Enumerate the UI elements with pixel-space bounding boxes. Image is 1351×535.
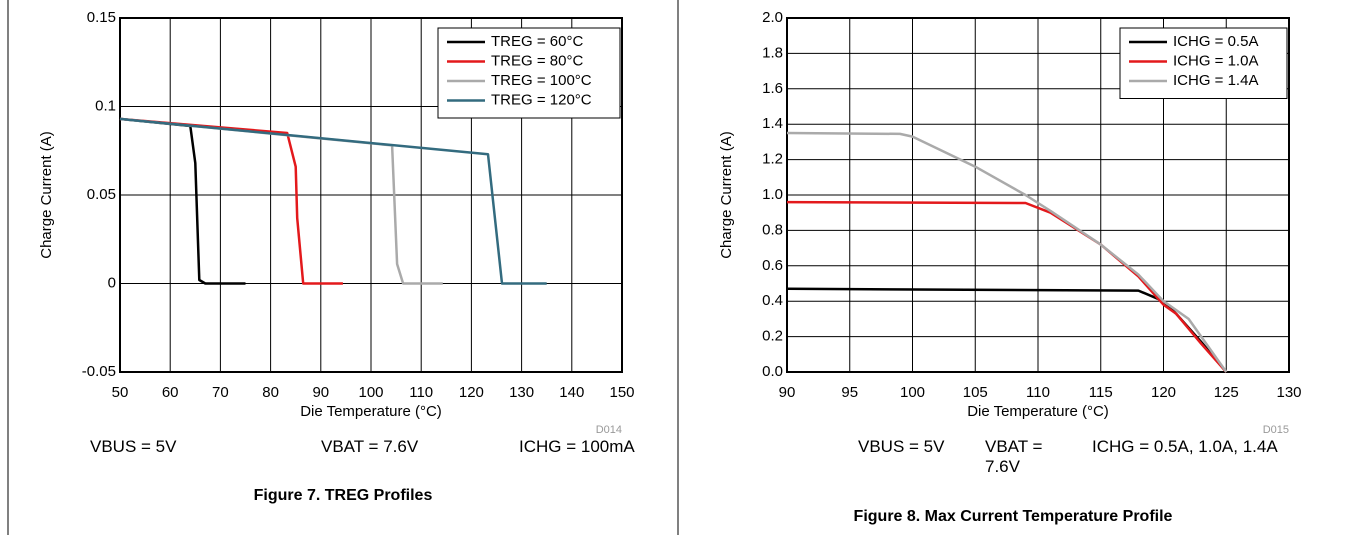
figure-code: D015 [1263, 424, 1289, 436]
y-tick-label: 1.4 [762, 115, 783, 132]
figure-caption: Figure 7. TREG Profiles [253, 487, 433, 504]
y-tick-label: 0.1 [95, 97, 116, 114]
y-tick-label: 2.0 [762, 9, 783, 26]
x-tick-label: 90 [779, 384, 796, 401]
figure-caption: Figure 8. Max Current Temperature Profil… [853, 508, 1173, 525]
y-tick-label: 0.05 [87, 186, 116, 203]
data-line [786, 200, 1228, 373]
y-tick-label: 0.8 [762, 221, 783, 238]
x-tick-label: 100 [358, 384, 383, 401]
legend-label: TREG = 80°C [491, 52, 583, 69]
x-tick-label: 150 [609, 384, 634, 401]
y-tick-label: 0.15 [87, 9, 116, 26]
x-axis-label: Die Temperature (°C) [300, 403, 442, 420]
x-tick-label: 60 [162, 384, 179, 401]
x-tick-label: 140 [559, 384, 584, 401]
y-tick-label: 0.6 [762, 257, 783, 274]
x-tick-label: 80 [262, 384, 279, 401]
y-tick-label: 1.8 [762, 44, 783, 61]
plot-frame [786, 17, 1290, 373]
x-tick-label: 120 [1151, 384, 1176, 401]
legend-label: TREG = 100°C [491, 72, 592, 89]
legend-label: ICHG = 1.4A [1173, 72, 1258, 89]
x-tick-label: 110 [1026, 384, 1050, 401]
test-condition: VBAT = 7.6V [321, 437, 419, 456]
x-tick-label: 95 [841, 384, 858, 401]
y-tick-label: 0.2 [762, 328, 783, 345]
y-tick-label: 1.0 [762, 186, 783, 203]
x-axis-label: Die Temperature (°C) [967, 403, 1109, 420]
data-line [119, 117, 443, 285]
y-axis-label: Charge Current (A) [38, 131, 55, 259]
x-tick-label: 90 [312, 384, 329, 401]
x-tick-label: 130 [509, 384, 534, 401]
legend-label: ICHG = 1.0A [1173, 52, 1258, 69]
x-tick-label: 110 [409, 384, 433, 401]
data-line [119, 117, 547, 285]
test-condition: VBAT = 7.6V [985, 437, 1043, 476]
x-tick-label: 120 [459, 384, 484, 401]
x-tick-label: 105 [963, 384, 988, 401]
x-tick-label: 115 [1089, 384, 1113, 401]
y-tick-label: 0 [108, 274, 116, 291]
x-tick-label: 125 [1214, 384, 1239, 401]
test-condition: VBUS = 5V [858, 437, 945, 456]
y-tick-label: 0.4 [762, 292, 783, 309]
legend-label: TREG = 60°C [491, 33, 583, 50]
plot-frame [119, 17, 623, 373]
test-condition: VBUS = 5V [90, 437, 177, 456]
x-tick-label: 130 [1276, 384, 1301, 401]
x-tick-label: 70 [212, 384, 229, 401]
x-tick-label: 100 [900, 384, 925, 401]
y-axis-label: Charge Current (A) [718, 131, 735, 259]
test-condition: ICHG = 0.5A, 1.0A, 1.4A [1092, 437, 1278, 456]
y-tick-label: 1.2 [762, 151, 783, 168]
legend-label: ICHG = 0.5A [1173, 33, 1258, 50]
test-condition: ICHG = 100mA [519, 437, 635, 456]
legend-label: TREG = 120°C [491, 91, 592, 108]
y-tick-label: 0.0 [762, 363, 783, 380]
data-line [786, 131, 1228, 373]
y-tick-label: 1.6 [762, 80, 783, 97]
data-line [119, 117, 343, 285]
figure-code: D014 [596, 424, 622, 436]
legend-box [1119, 27, 1288, 99]
x-tick-label: 50 [112, 384, 129, 401]
y-tick-label: -0.05 [82, 363, 116, 380]
data-line [119, 117, 246, 285]
